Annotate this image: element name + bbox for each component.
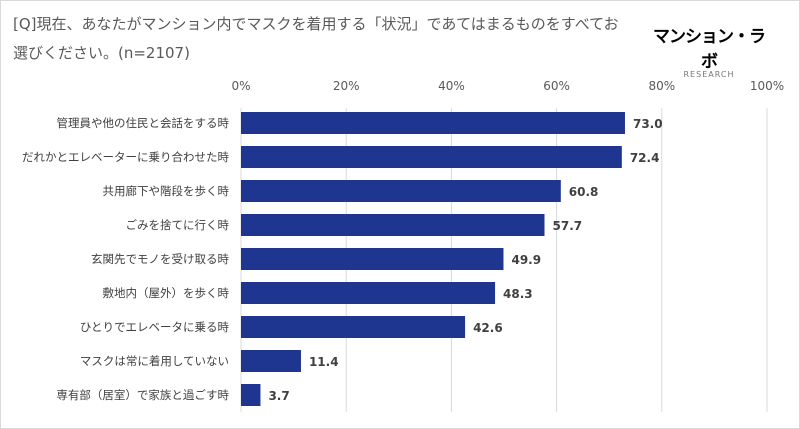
bar <box>241 316 466 338</box>
bar <box>241 384 261 406</box>
bar <box>241 180 561 202</box>
x-tick-label: 20% <box>333 79 360 93</box>
x-tick-label: 100% <box>750 79 784 93</box>
category-label: だれかとエレベーターに乗り合わせた時 <box>22 150 229 164</box>
data-label: 73.0 <box>633 117 663 131</box>
bar <box>241 146 622 168</box>
data-label: 11.4 <box>309 355 339 369</box>
data-label: 3.7 <box>268 389 289 403</box>
category-label: ごみを捨てに行く時 <box>126 218 230 232</box>
x-tick-label: 60% <box>543 79 570 93</box>
data-label: 72.4 <box>630 151 660 165</box>
category-label: 管理員や他の住民と会話をする時 <box>57 116 230 130</box>
category-label: 玄関先でモノを受け取る時 <box>91 252 229 266</box>
category-label: 敷地内（屋外）を歩く時 <box>103 286 230 300</box>
category-label: ひとりでエレベータに乗る時 <box>80 320 230 334</box>
data-label: 49.9 <box>511 253 541 267</box>
bar <box>241 350 301 372</box>
category-label: マスクは常に着用していない <box>80 354 229 368</box>
x-tick-label: 0% <box>231 79 250 93</box>
chart-title: [Q]現在、あなたがマンション内でマスクを着用する「状況」であてはまるものをすべ… <box>13 15 619 62</box>
data-label: 42.6 <box>473 321 503 335</box>
bar <box>241 214 545 236</box>
bar <box>241 248 504 270</box>
bar <box>241 112 625 134</box>
bar <box>241 282 496 304</box>
x-tick-label: 80% <box>648 79 675 93</box>
logo-sub: RESEARCH <box>683 70 735 79</box>
category-label: 専有部（居室）で家族と過ごす時 <box>56 388 229 402</box>
logo-main: マンション・ラボ <box>653 27 766 72</box>
x-tick-label: 40% <box>438 79 465 93</box>
category-label: 共用廊下や階段を歩く時 <box>103 184 230 198</box>
logo: マンション・ラボ RESEARCH <box>650 22 768 79</box>
data-label: 57.7 <box>553 219 583 233</box>
data-label: 48.3 <box>503 287 533 301</box>
data-label: 60.8 <box>569 185 599 199</box>
